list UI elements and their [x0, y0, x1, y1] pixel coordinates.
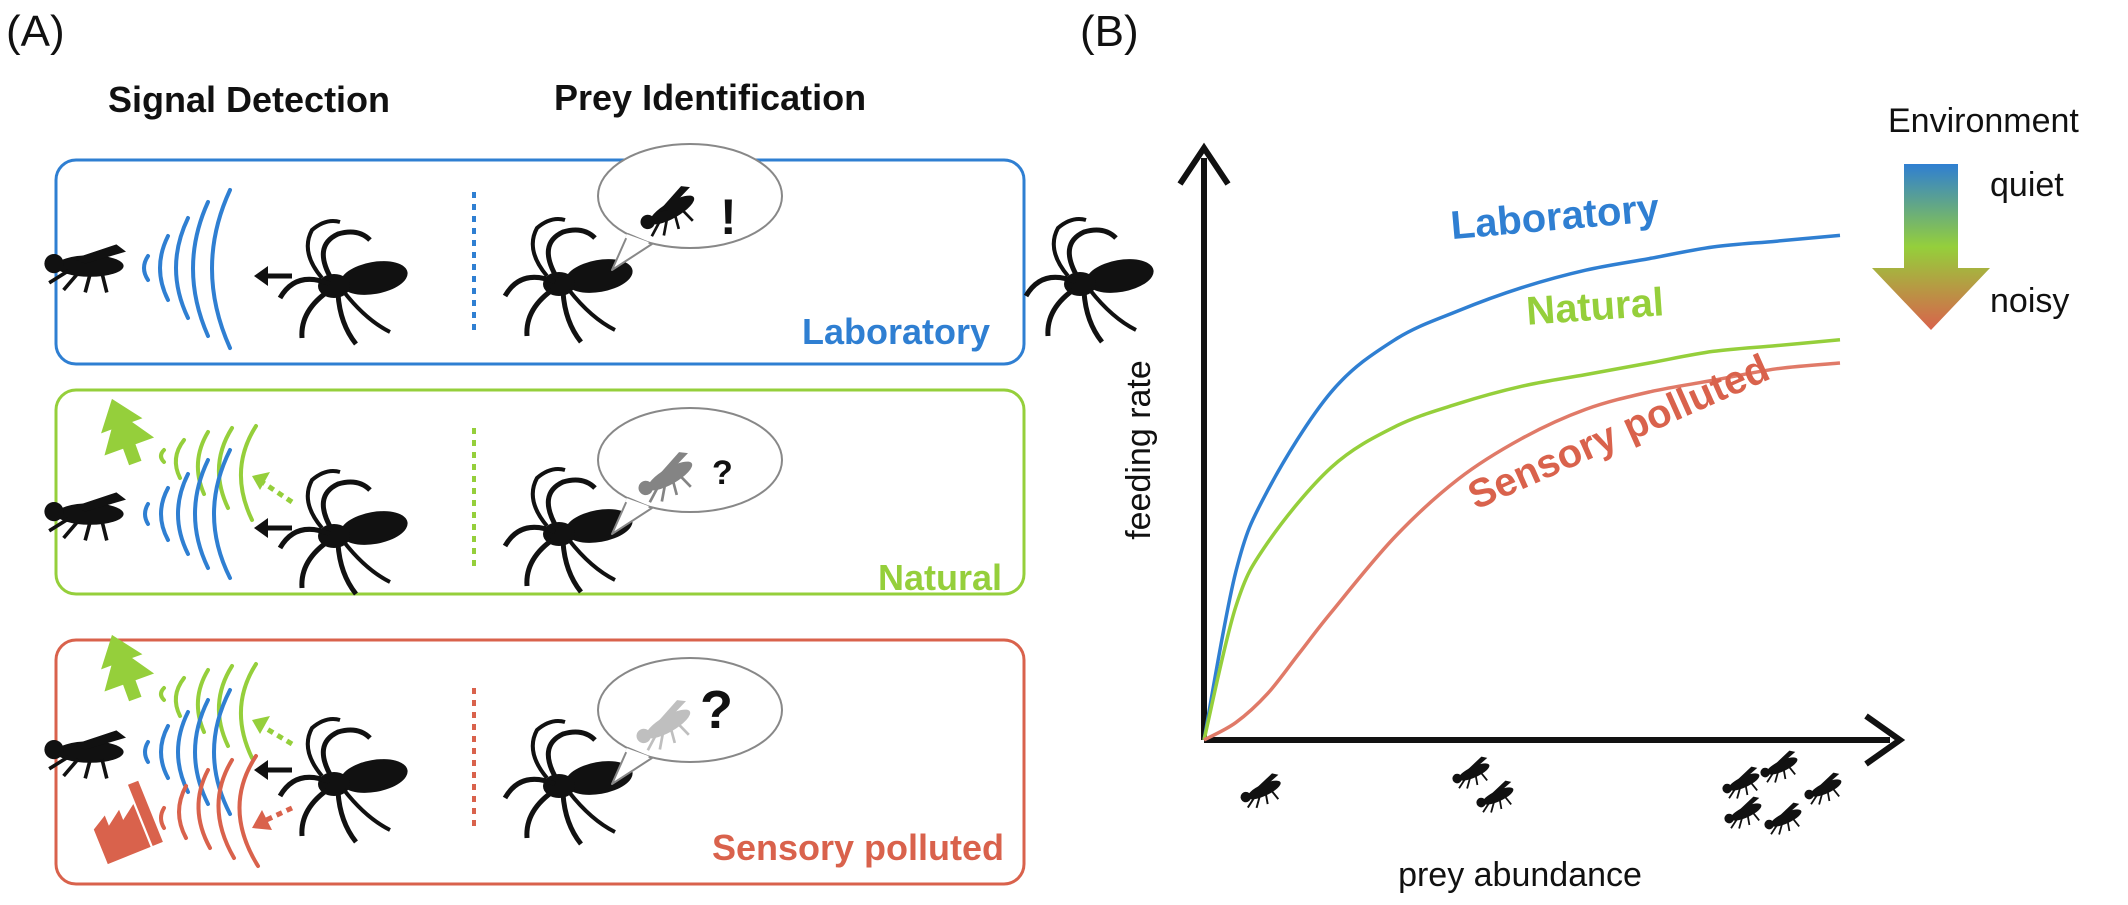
series-line-sensory-polluted — [1203, 361, 1841, 742]
y-axis-title: feeding rate — [1120, 360, 1158, 540]
signal-detection-heading: Signal Detection — [108, 79, 390, 120]
spider-icon — [1026, 219, 1156, 342]
sound-waves-icon — [143, 688, 232, 816]
row-sensory-polluted: ? Sensory polluted — [42, 625, 1026, 886]
y-axis-arrowhead — [1177, 142, 1231, 186]
spider-icon — [505, 219, 635, 342]
x-axis-title: prey abundance — [1398, 856, 1642, 894]
spider-icon — [280, 719, 410, 842]
row-laboratory: ! Laboratory — [42, 143, 1026, 366]
panel-a-label: (A) — [6, 7, 65, 56]
environment-legend: Environment quiet noisy — [1872, 102, 2079, 330]
environment-noise-waves-icon — [159, 662, 258, 760]
arrow-icon — [254, 760, 292, 780]
sensory-polluted-box — [54, 638, 1026, 886]
series-label-laboratory: Laboratory — [1449, 186, 1662, 248]
row-natural: ? Natural — [42, 388, 1026, 598]
spider-icon — [280, 221, 410, 344]
speech-bubble: ! — [597, 143, 783, 271]
series-layer — [1202, 233, 1841, 742]
identification-mark: ? — [700, 680, 733, 740]
tree-icon — [87, 389, 161, 473]
factory-icon — [83, 780, 163, 865]
series-line-laboratory — [1202, 233, 1841, 741]
legend-title: Environment — [1888, 102, 2079, 140]
sound-waves-icon — [142, 188, 232, 350]
environment-noise-waves-icon — [159, 424, 258, 522]
feeding-rate-chart: feeding rate prey abundance Laboratory N… — [1026, 142, 1906, 894]
spider-icon — [280, 471, 410, 594]
legend-gradient-arrow — [1872, 164, 1990, 330]
tree-icon — [87, 625, 161, 709]
legend-top-label: quiet — [1990, 166, 2064, 204]
prey-low-icon — [1235, 770, 1289, 815]
environment-label: Laboratory — [802, 311, 990, 352]
series-label-sensory-polluted: Sensory polluted — [1462, 346, 1776, 518]
identification-mark: ! — [720, 189, 737, 245]
environment-label: Sensory polluted — [712, 827, 1004, 868]
natural-box — [54, 388, 1026, 596]
series-label-natural: Natural — [1525, 280, 1666, 334]
speech-bubble: ? — [597, 657, 783, 785]
dashed-arrow-icon — [252, 805, 294, 830]
x-axis-arrowhead — [1864, 713, 1906, 767]
panel-b-label: (B) — [1080, 7, 1139, 56]
anthropogenic-noise-waves-icon — [159, 754, 260, 868]
identification-mark: ? — [712, 454, 733, 492]
arrow-icon — [254, 518, 292, 538]
series-line-natural — [1202, 338, 1841, 741]
legend-bottom-label: noisy — [1990, 282, 2069, 320]
dashed-arrow-icon — [252, 472, 294, 505]
environment-label: Natural — [878, 557, 1002, 598]
arrow-icon — [254, 266, 292, 286]
prey-medium-icon — [1447, 753, 1521, 819]
dashed-arrow-icon — [252, 716, 294, 747]
prey-high-icon — [1717, 747, 1849, 841]
prey-identification-heading: Prey Identification — [554, 77, 866, 118]
sound-waves-icon — [143, 448, 232, 580]
speech-bubble: ? — [597, 407, 783, 535]
